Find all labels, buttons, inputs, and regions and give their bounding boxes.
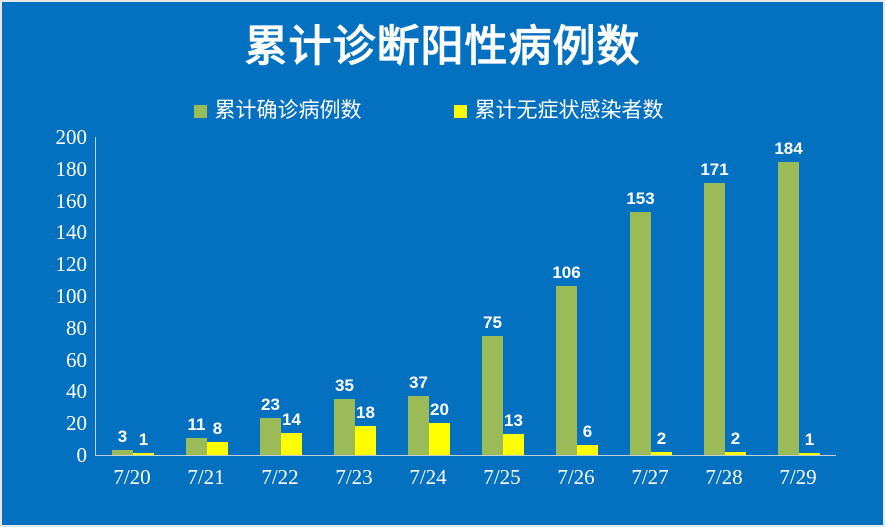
y-tick-label: 80 — [66, 315, 87, 340]
y-tick-label: 200 — [55, 125, 88, 149]
y-tick-label: 120 — [55, 252, 88, 277]
bar-value-label: 3 — [117, 427, 128, 447]
x-tick-label: 7/25 — [483, 465, 521, 489]
y-tick-label: 160 — [55, 188, 88, 213]
plot-area: 3 1 11 8 23 14 35 18 37 20 75 13 106 6 153 2 171 2 184 1 — [95, 137, 836, 456]
bar-confirmed — [482, 335, 503, 455]
bar-asymptomatic — [577, 445, 598, 455]
bar-value-label: 75 — [483, 312, 502, 332]
bar-confirmed — [112, 450, 133, 455]
bar-confirmed — [556, 286, 577, 455]
bar-confirmed — [408, 396, 429, 455]
bar-asymptomatic — [429, 423, 450, 455]
y-tick-label: 40 — [66, 379, 87, 404]
x-tick-label: 7/24 — [409, 465, 447, 489]
legend-label-confirmed: 累计确诊病例数 — [214, 99, 362, 122]
bar-value-label: 1 — [138, 430, 149, 450]
bar-confirmed — [778, 162, 799, 455]
bar-confirmed — [334, 399, 355, 455]
bar-asymptomatic — [133, 453, 154, 455]
y-tick-label: 60 — [66, 347, 87, 372]
bar-value-label: 37 — [409, 373, 428, 393]
bar-asymptomatic — [281, 432, 302, 455]
bar-confirmed — [260, 418, 281, 455]
bar-asymptomatic — [725, 451, 746, 455]
bar-value-label: 8 — [212, 419, 223, 439]
bar-asymptomatic — [651, 451, 672, 455]
bar-value-label: 11 — [187, 414, 206, 434]
bar-value-label: 184 — [774, 139, 803, 159]
x-tick-label: 7/28 — [705, 465, 743, 489]
legend: 累计确诊病例数 累计无症状感染者数 — [2, 98, 869, 124]
bar-confirmed — [704, 183, 725, 455]
x-tick-label: 7/26 — [557, 465, 595, 489]
bar-value-label: 153 — [626, 188, 655, 208]
y-tick-label: 20 — [66, 411, 87, 436]
bar-asymptomatic — [207, 442, 228, 455]
bar-value-label: 171 — [700, 160, 729, 180]
bar-asymptomatic — [799, 453, 820, 455]
legend-item-confirmed: 累计确诊病例数 — [193, 98, 362, 124]
x-tick-label: 7/29 — [779, 465, 817, 489]
y-tick-label: 0 — [76, 443, 88, 467]
legend-item-asymptomatic: 累计无症状感染者数 — [453, 98, 664, 124]
legend-label-asymptomatic: 累计无症状感染者数 — [474, 99, 664, 122]
bar-confirmed — [630, 211, 651, 455]
bar-asymptomatic — [355, 426, 376, 455]
x-tick-label: 7/20 — [113, 465, 151, 489]
y-tick-label: 100 — [55, 284, 88, 308]
x-tick-label: 7/23 — [335, 465, 373, 489]
legend-swatch-asymptomatic-icon — [453, 104, 467, 118]
bar-asymptomatic — [503, 434, 524, 455]
y-tick-label: 140 — [55, 220, 88, 245]
x-tick-label: 7/22 — [261, 465, 299, 489]
bar-confirmed — [186, 437, 207, 455]
legend-swatch-confirmed-icon — [193, 104, 207, 118]
bar-value-label: 23 — [261, 395, 280, 415]
y-tick-label: 180 — [55, 156, 88, 181]
bar-value-label: 35 — [335, 376, 354, 396]
x-tick-label: 7/27 — [631, 465, 669, 489]
x-tick-label: 7/21 — [187, 465, 225, 489]
chart-title: 累计诊断阳性病例数 — [244, 23, 641, 71]
bar-value-label: 106 — [552, 263, 581, 283]
